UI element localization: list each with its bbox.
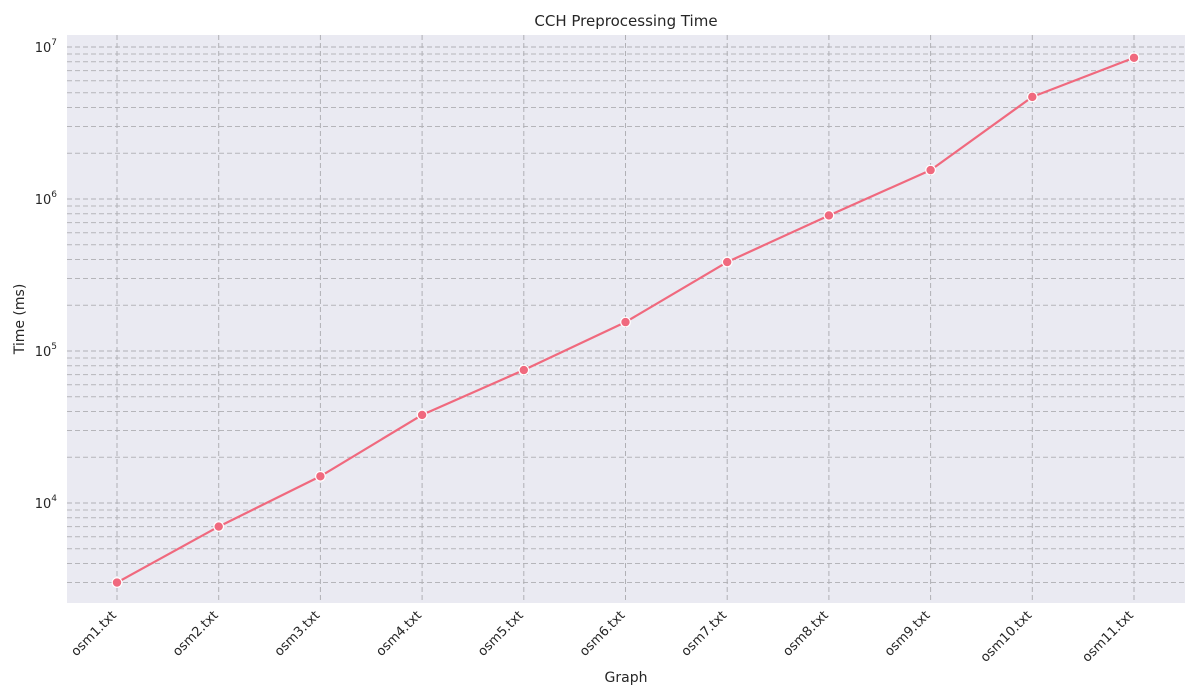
data-point xyxy=(315,470,326,482)
x-tick-label: osm10.txt xyxy=(978,608,1035,665)
y-axis-label: Time (ms) xyxy=(12,284,28,356)
x-axis-label: Graph xyxy=(605,670,648,686)
data-point xyxy=(721,256,733,268)
data-point xyxy=(823,210,835,221)
x-tick-label: osm9.txt xyxy=(882,608,933,659)
x-tick-label: osm8.txt xyxy=(780,608,831,659)
x-tick-labels: osm1.txt osm2.txt osm3.txt osm4.txt osm5.txt… xyxy=(68,608,1136,665)
y-tick-label: 106 xyxy=(35,190,58,208)
data-point xyxy=(620,316,631,328)
series-layer xyxy=(111,52,1140,588)
x-tick-label: osm1.txt xyxy=(68,608,119,659)
data-point xyxy=(925,164,936,176)
data-point xyxy=(416,409,428,421)
x-tick-label: osm3.txt xyxy=(272,608,323,659)
data-point xyxy=(518,364,530,376)
data-point xyxy=(213,521,225,532)
y-tick-labels: 104 105 106 107 xyxy=(35,38,58,512)
data-point xyxy=(111,577,123,588)
x-tick-label: osm4.txt xyxy=(374,608,425,659)
grid xyxy=(67,35,1185,603)
x-tick-label: osm5.txt xyxy=(475,608,526,659)
y-tick-label: 107 xyxy=(35,38,57,56)
x-tick-label: osm7.txt xyxy=(679,608,730,659)
data-point xyxy=(1128,52,1140,64)
x-tick-label: osm11.txt xyxy=(1080,608,1137,665)
y-tick-label: 105 xyxy=(35,342,57,360)
x-tick-label: osm6.txt xyxy=(577,608,628,659)
y-tick-label: 104 xyxy=(35,494,58,512)
chart-title: CCH Preprocessing Time xyxy=(534,12,717,30)
x-tick-label: osm2.txt xyxy=(170,608,221,659)
data-point xyxy=(1026,91,1038,103)
